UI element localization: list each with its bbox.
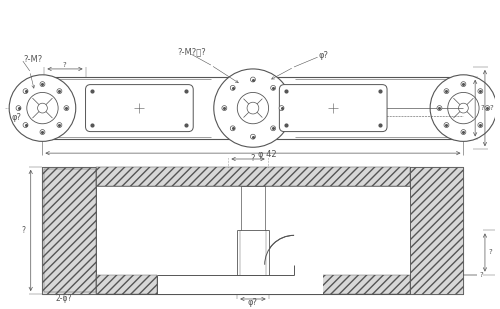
Circle shape: [250, 77, 256, 82]
Circle shape: [230, 85, 235, 90]
Text: ?: ?: [62, 62, 66, 68]
Circle shape: [57, 89, 62, 94]
Text: φ 42: φ 42: [258, 150, 277, 159]
Circle shape: [230, 126, 235, 131]
Circle shape: [57, 123, 62, 128]
Circle shape: [478, 89, 483, 94]
Circle shape: [250, 134, 256, 139]
Text: 2-φ?: 2-φ?: [56, 294, 72, 303]
Text: ?-M?深?: ?-M?深?: [177, 48, 206, 57]
Text: ?-M?: ?-M?: [23, 55, 42, 64]
Text: ?: ?: [250, 154, 255, 163]
Circle shape: [40, 82, 45, 87]
Circle shape: [448, 92, 479, 124]
Circle shape: [40, 129, 45, 134]
Circle shape: [270, 126, 276, 131]
Bar: [294, 274, 410, 294]
Circle shape: [23, 123, 28, 128]
Text: φ?: φ?: [248, 298, 258, 307]
Text: ?: ?: [490, 105, 494, 111]
Bar: [157, 274, 294, 294]
Circle shape: [461, 82, 466, 87]
FancyBboxPatch shape: [280, 85, 387, 132]
Circle shape: [214, 69, 292, 147]
Circle shape: [23, 89, 28, 94]
Bar: [96, 274, 157, 294]
Circle shape: [478, 123, 483, 128]
Bar: [42, 167, 96, 294]
Bar: [96, 167, 409, 186]
Circle shape: [64, 106, 69, 111]
Circle shape: [458, 103, 468, 113]
Circle shape: [430, 75, 496, 142]
Text: ?: ?: [479, 272, 483, 277]
Circle shape: [222, 106, 227, 111]
Circle shape: [9, 75, 76, 142]
Circle shape: [238, 92, 268, 124]
Text: φ?: φ?: [11, 113, 21, 122]
Circle shape: [437, 106, 442, 111]
Bar: [42, 77, 464, 139]
Circle shape: [16, 106, 21, 111]
Text: ?: ?: [22, 226, 26, 235]
Circle shape: [485, 106, 490, 111]
Text: ?: ?: [489, 249, 492, 256]
Circle shape: [38, 103, 48, 113]
Circle shape: [444, 89, 449, 94]
Circle shape: [461, 129, 466, 134]
FancyBboxPatch shape: [86, 85, 193, 132]
Bar: [238, 231, 268, 274]
Bar: [44, 169, 96, 292]
Bar: [410, 167, 464, 294]
Circle shape: [444, 123, 449, 128]
Text: ?: ?: [480, 105, 484, 111]
Text: φ?: φ?: [318, 51, 328, 60]
Circle shape: [279, 106, 284, 111]
Bar: [42, 167, 464, 294]
Bar: [294, 265, 324, 294]
Circle shape: [270, 85, 276, 90]
Circle shape: [247, 102, 259, 114]
Circle shape: [27, 92, 58, 124]
